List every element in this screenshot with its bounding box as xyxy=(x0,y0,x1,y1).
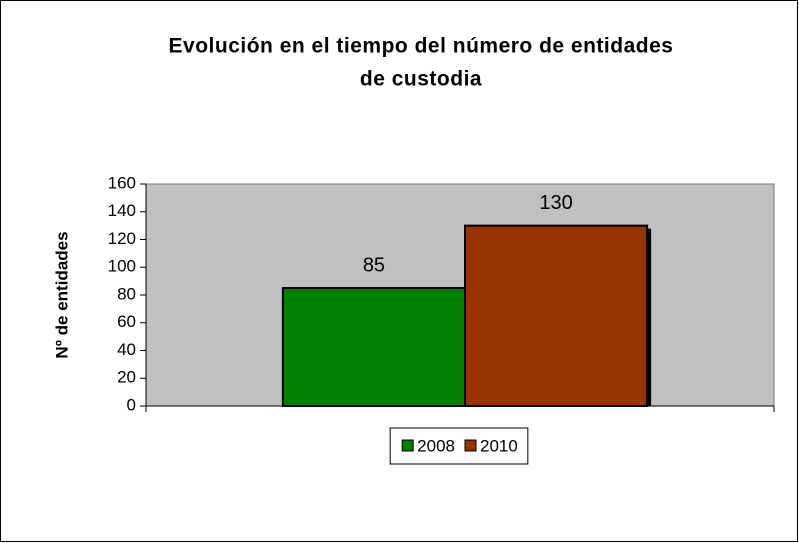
bar xyxy=(464,224,649,407)
y-axis-label: Nº de entidades xyxy=(52,231,71,358)
y-tick-label: 100 xyxy=(108,257,136,276)
y-tick-label: 140 xyxy=(108,201,136,220)
y-tick-label: 20 xyxy=(117,368,136,387)
bar xyxy=(281,287,466,407)
y-tick-label: 0 xyxy=(127,395,136,414)
legend-swatch xyxy=(401,439,414,452)
legend-label: 2010 xyxy=(480,436,518,455)
y-tick-label: 80 xyxy=(117,284,136,303)
y-tick-label: 160 xyxy=(108,173,136,192)
data-label: 130 xyxy=(539,192,572,214)
y-tick-label: 40 xyxy=(117,340,136,359)
legend-label: 2008 xyxy=(417,436,455,455)
chart-title: Evolución en el tiempo del número de ent… xyxy=(169,35,674,58)
y-tick-label: 120 xyxy=(108,229,136,248)
chart-title: de custodia xyxy=(360,68,482,91)
legend-swatch xyxy=(464,439,477,452)
y-tick-label: 60 xyxy=(117,312,136,331)
data-label: 85 xyxy=(363,254,385,276)
